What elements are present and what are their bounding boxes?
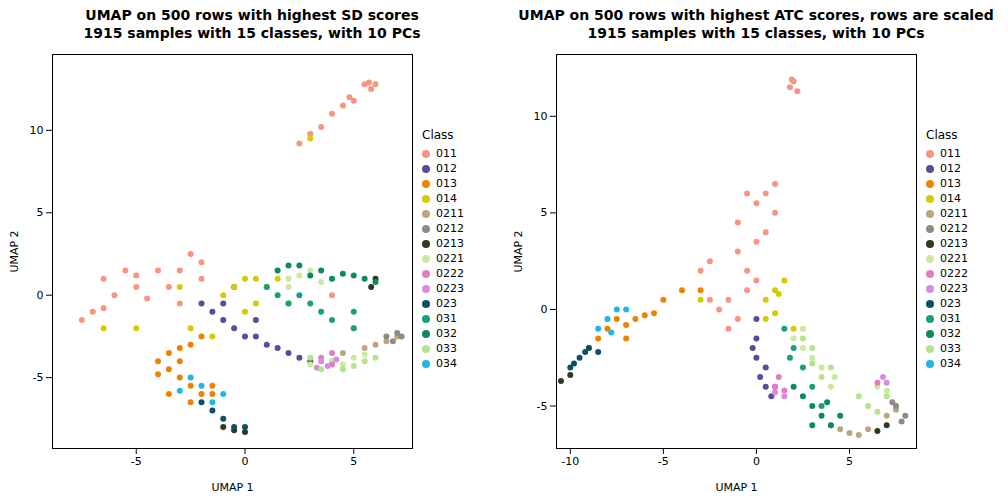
html-text:012: 012	[436, 162, 457, 175]
svg-text:0: 0	[541, 303, 548, 316]
html-text:0221: 0221	[940, 252, 968, 265]
html-text:1915 samples with 15 classes,: 1915 samples with 15 classes, with 10 PC…	[83, 25, 421, 41]
svg-text:5: 5	[846, 455, 853, 468]
html-text:031: 031	[940, 312, 961, 325]
svg-text:5: 5	[541, 206, 548, 219]
html-text:011: 011	[940, 147, 961, 160]
html-text:0212: 0212	[436, 222, 464, 235]
html-text:012: 012	[940, 162, 961, 175]
html-text:UMAP on 500 rows with highest: UMAP on 500 rows with highest SD scores	[85, 7, 419, 23]
svg-text:10: 10	[534, 110, 548, 123]
svg-text:-5: -5	[537, 400, 548, 413]
html-text:0223: 0223	[940, 282, 968, 295]
svg-text:UMAP 1: UMAP 1	[211, 481, 253, 494]
svg-text:-10: -10	[561, 455, 579, 468]
svg-text:UMAP 1: UMAP 1	[715, 481, 757, 494]
html-text:014: 014	[940, 192, 961, 205]
svg-text:-5: -5	[658, 455, 669, 468]
html-text:Class: Class	[422, 128, 454, 142]
svg-text:10: 10	[30, 124, 44, 137]
html-text:031: 031	[436, 312, 457, 325]
html-text:023: 023	[436, 297, 457, 310]
html-text:013: 013	[436, 177, 457, 190]
svg-text:-5: -5	[131, 455, 142, 468]
html-text:011: 011	[436, 147, 457, 160]
html-text:034: 034	[436, 357, 457, 370]
html-text:0211: 0211	[436, 207, 464, 220]
html-text:023: 023	[940, 297, 961, 310]
svg-text:-5: -5	[33, 371, 44, 384]
html-text:034: 034	[940, 357, 961, 370]
html-text:033: 033	[940, 342, 961, 355]
html-text:0221: 0221	[436, 252, 464, 265]
html-text:0222: 0222	[940, 267, 968, 280]
html-text:0223: 0223	[436, 282, 464, 295]
html-text:0213: 0213	[940, 237, 968, 250]
svg-text:0: 0	[753, 455, 760, 468]
html-text:0212: 0212	[940, 222, 968, 235]
html-text:1915 samples with 15 classes,: 1915 samples with 15 classes, with 10 PC…	[587, 25, 925, 41]
html-text:0213: 0213	[436, 237, 464, 250]
svg-text:5: 5	[350, 455, 357, 468]
html-text:Class: Class	[926, 128, 958, 142]
svg-text:0: 0	[37, 289, 44, 302]
html-text:UMAP on 500 rows with highest: UMAP on 500 rows with highest ATC scores…	[518, 7, 994, 23]
html-text:014: 014	[436, 192, 457, 205]
html-text:032: 032	[940, 327, 961, 340]
html-text:0222: 0222	[436, 267, 464, 280]
html-text:033: 033	[436, 342, 457, 355]
svg-text:UMAP 2: UMAP 2	[8, 230, 21, 272]
html-text:032: 032	[436, 327, 457, 340]
svg-text:UMAP 2: UMAP 2	[512, 230, 525, 272]
svg-text:5: 5	[37, 206, 44, 219]
html-text:0211: 0211	[940, 207, 968, 220]
svg-text:0: 0	[242, 455, 249, 468]
html-text:013: 013	[940, 177, 961, 190]
